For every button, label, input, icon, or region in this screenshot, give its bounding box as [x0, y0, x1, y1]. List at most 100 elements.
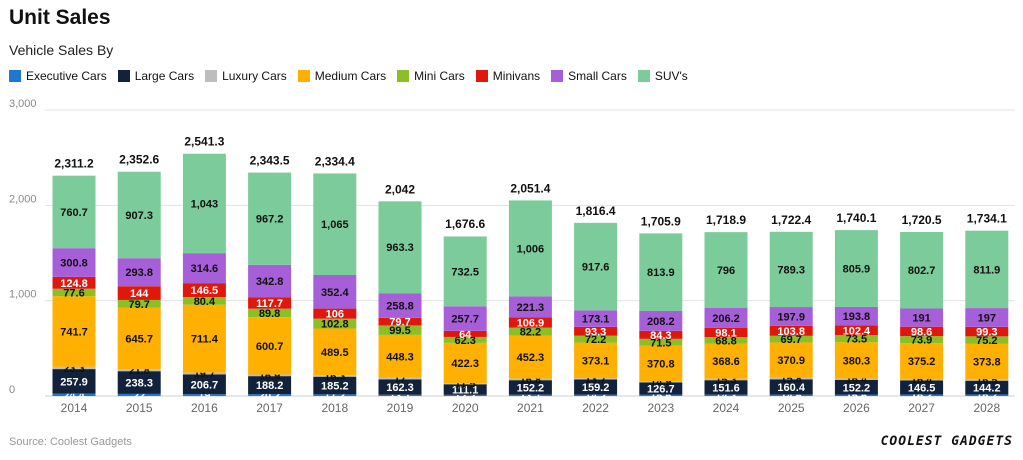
data-label: 152.2	[517, 382, 545, 394]
total-label: 1,722.4	[771, 213, 811, 227]
legend-label: Minivans	[492, 69, 541, 83]
data-label: 89.8	[259, 308, 280, 320]
total-label: 2,334.4	[315, 154, 355, 168]
bar-segment	[52, 393, 96, 396]
data-label: 907.3	[125, 210, 153, 222]
data-label: 967.2	[256, 214, 284, 226]
data-label: 293.8	[125, 267, 153, 279]
data-label: 314.6	[191, 263, 219, 275]
data-label: 144.2	[973, 383, 1001, 395]
bar-segment	[508, 200, 552, 297]
legend-swatch	[9, 70, 21, 82]
data-label: 257.7	[451, 314, 479, 326]
total-label: 1,720.5	[902, 213, 942, 227]
data-label: 98.6	[911, 326, 932, 338]
bar-segment	[508, 317, 552, 328]
bar-segment	[769, 335, 813, 343]
x-tick-label: 2022	[582, 401, 609, 415]
bar-segment	[443, 236, 487, 307]
total-label: 1,740.1	[836, 211, 876, 225]
bar-segment	[378, 334, 422, 378]
bar-segment	[248, 394, 292, 396]
bar-segment	[443, 384, 487, 395]
data-label: 373.8	[973, 356, 1001, 368]
bar-segment	[182, 283, 226, 298]
chart-legend: Executive Cars Large Cars Luxury Cars Mediu…	[9, 69, 699, 83]
data-label: 151.6	[712, 382, 740, 394]
data-label: 802.7	[908, 265, 936, 277]
x-tick-label: 2016	[191, 401, 218, 415]
x-tick-label: 2017	[256, 401, 283, 415]
data-label: 117.7	[256, 298, 283, 310]
legend-swatch	[475, 70, 488, 82]
data-label: 188.2	[256, 380, 284, 392]
total-label: 1,676.6	[445, 217, 485, 231]
x-tick-label: 2020	[452, 401, 479, 415]
bar-segment	[704, 343, 748, 379]
data-label: 72.2	[585, 334, 606, 346]
bar-segment	[900, 343, 944, 379]
data-label: 64	[459, 329, 472, 341]
data-label: 68.8	[715, 335, 736, 347]
bar-segment	[443, 394, 487, 396]
bar-segment	[443, 342, 487, 384]
legend-item: Luxury Cars	[205, 69, 287, 83]
data-label: 1,043	[191, 198, 219, 210]
bar-segment	[117, 286, 161, 300]
data-label: 206.2	[712, 313, 740, 325]
bar-segment	[117, 307, 161, 370]
bar-segment	[248, 317, 292, 375]
data-label: 144	[130, 288, 149, 300]
data-label: 300.8	[60, 258, 88, 270]
bar-segment	[704, 337, 748, 344]
bar-segment	[769, 377, 813, 380]
bar-segment	[834, 378, 878, 381]
data-label: 452.3	[517, 352, 545, 364]
bar-segment	[900, 378, 944, 381]
x-tick-label: 2028	[973, 401, 1000, 415]
x-tick-label: 2018	[321, 401, 348, 415]
bar-segment	[182, 297, 226, 305]
bar-segment	[182, 374, 226, 395]
data-label: 146.5	[908, 382, 936, 394]
data-label: 1,065	[321, 219, 349, 231]
data-label: 160.4	[777, 382, 805, 394]
y-tick-label: 2,000	[9, 193, 37, 205]
x-tick-label: 2015	[126, 401, 153, 415]
legend-item: Executive Cars	[9, 69, 107, 83]
data-label: 173.1	[582, 314, 610, 326]
data-label: 185.2	[321, 381, 349, 393]
data-label: 69.7	[780, 334, 801, 346]
bar-segment	[508, 378, 552, 381]
legend-item: Medium Cars	[297, 69, 386, 83]
data-label: 760.7	[60, 207, 88, 219]
data-label: 257.9	[60, 376, 88, 388]
bar-segment	[117, 171, 161, 259]
total-label: 2,541.3	[184, 135, 224, 149]
bar-segment	[248, 376, 292, 395]
bar-segment	[834, 394, 878, 396]
brand-logo: COOLEST GADGETS	[880, 434, 1013, 449]
data-label: 813.9	[647, 267, 675, 279]
bar-segment	[378, 293, 422, 318]
total-label: 2,042	[385, 182, 415, 196]
bar-segment	[834, 342, 878, 379]
bar-segment	[574, 379, 618, 395]
bar-segment	[52, 288, 96, 297]
y-tick-label: 3,000	[9, 98, 37, 110]
total-label: 2,352.6	[119, 153, 159, 167]
total-label: 2,343.5	[250, 154, 290, 168]
bar-segment	[574, 310, 618, 327]
data-label: 146.5	[191, 285, 219, 297]
data-label: 73.5	[846, 334, 867, 346]
bar-segment	[900, 380, 944, 395]
bar-segment	[182, 394, 226, 396]
data-label: 103.8	[777, 326, 805, 338]
bar-segment	[443, 330, 487, 337]
legend-label: Executive Cars	[26, 69, 107, 83]
bar-segment	[834, 380, 878, 395]
legend-swatch	[637, 70, 650, 82]
y-tick-label: 0	[9, 384, 15, 396]
data-label: 124.8	[60, 278, 88, 290]
bar-segment	[900, 336, 944, 344]
